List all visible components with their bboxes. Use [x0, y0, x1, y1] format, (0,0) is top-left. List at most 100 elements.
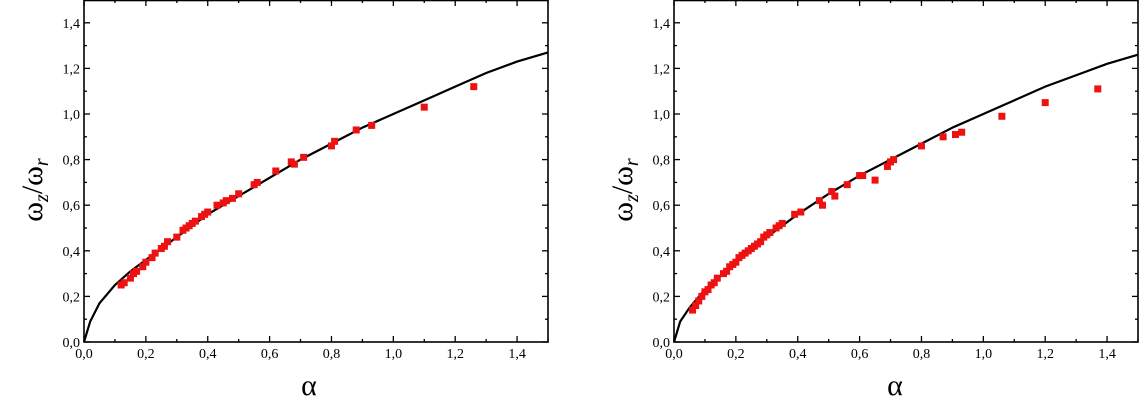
- data-point: [160, 242, 168, 250]
- data-point: [958, 128, 966, 136]
- data-point: [222, 197, 230, 205]
- y-tick-label: 1,4: [63, 17, 81, 32]
- data-point: [871, 176, 879, 184]
- x-tick-label: 1,4: [1098, 347, 1116, 362]
- data-point: [951, 131, 959, 139]
- y-axis-title-part: /: [16, 185, 49, 194]
- data-point: [235, 190, 243, 198]
- data-point: [164, 238, 172, 246]
- y-tick-label: 1,2: [63, 62, 81, 77]
- x-tick-label: 1,0: [385, 347, 403, 362]
- x-tick-label: 0,2: [137, 347, 155, 362]
- data-point: [883, 162, 891, 170]
- data-point: [352, 126, 360, 134]
- data-point: [204, 208, 212, 216]
- data-point: [228, 194, 236, 202]
- y-tick-label: 0,2: [653, 290, 671, 305]
- data-point: [120, 279, 128, 287]
- data-point: [126, 274, 134, 282]
- y-axis-title-part: ω: [606, 202, 639, 222]
- data-point: [142, 258, 150, 266]
- data-point: [859, 172, 867, 180]
- data-point: [133, 267, 141, 275]
- y-axis-title: ωz/ωr: [16, 158, 53, 222]
- data-point: [713, 274, 721, 282]
- data-point: [791, 210, 799, 218]
- y-tick-label: 0,4: [63, 245, 81, 260]
- y-tick-label: 0,6: [653, 199, 671, 214]
- y-tick-label: 0,4: [653, 245, 671, 260]
- data-point: [368, 121, 376, 129]
- y-tick-label: 0,6: [63, 199, 81, 214]
- data-point: [173, 233, 181, 241]
- data-point: [757, 238, 765, 246]
- data-point: [148, 254, 156, 262]
- y-axis-title: ωz/ωr: [606, 158, 643, 222]
- x-tick-label: 0,6: [261, 347, 279, 362]
- data-point: [843, 181, 851, 189]
- data-point: [939, 133, 947, 141]
- x-tick-label: 0,8: [323, 347, 341, 362]
- x-tick-label: 1,2: [1036, 347, 1054, 362]
- data-point: [998, 112, 1006, 120]
- data-point: [698, 292, 706, 300]
- x-tick-label: 0,2: [727, 347, 745, 362]
- data-point: [689, 306, 697, 314]
- y-axis-title-part: ω: [16, 202, 49, 222]
- y-axis-title-part: ω: [606, 166, 639, 186]
- data-point: [890, 156, 898, 164]
- fit-curve: [672, 53, 1139, 343]
- data-point: [778, 219, 786, 227]
- data-point: [828, 188, 836, 196]
- y-axis-title-part: z: [621, 194, 643, 203]
- data-point: [139, 263, 147, 271]
- data-point: [766, 229, 774, 237]
- x-axis-title: α: [301, 369, 317, 402]
- data-point: [692, 302, 700, 310]
- data-point: [723, 267, 731, 275]
- y-tick-label: 0,2: [63, 290, 81, 305]
- data-point: [191, 217, 199, 225]
- fit-curve: [82, 51, 549, 343]
- data-point: [470, 83, 478, 91]
- y-axis-title-part: r: [31, 158, 53, 166]
- y-tick-label: 1,4: [653, 17, 671, 32]
- chart-panel-2: 0,0 0,2 0,4 0,6 0,8 1,0 1,2 1,4 0,0 0,2 0,4 0,6 0,8 1…: [606, 0, 1139, 402]
- y-tick-label: 0,0: [63, 336, 81, 351]
- x-tick-label: 0,0: [665, 347, 683, 362]
- data-point: [272, 167, 280, 175]
- y-axis-title-part: ω: [16, 166, 49, 186]
- y-tick-label: 0,0: [653, 336, 671, 351]
- data-point: [300, 153, 308, 161]
- data-point: [331, 137, 339, 145]
- x-tick-label: 1,0: [975, 347, 993, 362]
- data-point: [704, 286, 712, 294]
- y-axis-title-part: r: [621, 158, 643, 166]
- plot-frame: [83, 0, 549, 343]
- data-point: [818, 201, 826, 209]
- x-tick-label: 0,8: [913, 347, 931, 362]
- y-tick-label: 1,2: [653, 62, 671, 77]
- data-point: [213, 201, 221, 209]
- data-point: [420, 103, 428, 111]
- data-point: [815, 197, 823, 205]
- x-tick-label: 1,2: [446, 347, 464, 362]
- y-tick-label: 1,0: [63, 108, 81, 123]
- x-tick-label: 0,4: [199, 347, 217, 362]
- y-axis-title-part: z: [31, 194, 53, 203]
- data-point: [732, 258, 740, 266]
- plot-frame: [673, 0, 1139, 343]
- x-tick-label: 0,0: [75, 347, 93, 362]
- data-point: [831, 192, 839, 200]
- x-tick-label: 0,4: [789, 347, 807, 362]
- data-point: [151, 249, 159, 257]
- chart-panel-1: 0,0 0,2 0,4 0,6 0,8 1,0 1,2 1,4 0,0 0,2 0,4 0,6 0,8 1…: [16, 0, 549, 402]
- data-point: [797, 208, 805, 216]
- x-tick-label: 1,4: [508, 347, 526, 362]
- x-tick-label: 0,6: [851, 347, 869, 362]
- data-point: [710, 279, 718, 287]
- y-tick-label: 0,8: [653, 154, 671, 169]
- data-point: [290, 160, 298, 168]
- y-axis-title-part: /: [606, 185, 639, 194]
